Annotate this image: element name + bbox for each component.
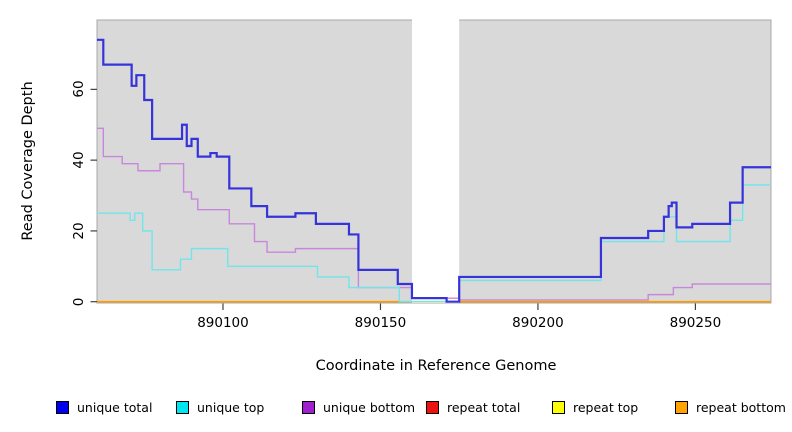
- legend-item-unique-bottom: unique bottom: [302, 398, 415, 416]
- y-tick-label: 60: [71, 80, 87, 98]
- legend-swatch: [302, 400, 315, 414]
- x-axis-title: Coordinate in Reference Genome: [315, 358, 557, 374]
- legend-label: unique total: [77, 399, 153, 415]
- legend-item-repeat-total: repeat total: [426, 398, 520, 416]
- legend-item-unique-top: unique top: [176, 398, 264, 416]
- y-tick-label: 0: [71, 297, 87, 306]
- legend-item-repeat-bottom: repeat bottom: [675, 398, 786, 416]
- x-tick-label: 890150: [354, 315, 407, 331]
- y-tick-label: 20: [71, 222, 87, 240]
- legend-swatch: [552, 400, 565, 414]
- legend-label: repeat top: [573, 399, 639, 415]
- legend-swatch: [56, 400, 69, 414]
- legend-label: unique bottom: [323, 399, 416, 415]
- legend-label: repeat total: [447, 399, 521, 415]
- legend-item-unique-total: unique total: [56, 398, 152, 416]
- legend-item-repeat-top: repeat top: [552, 398, 638, 416]
- legend: unique total unique top unique bottom re…: [0, 395, 792, 421]
- x-tick-label: 890200: [512, 315, 564, 331]
- y-tick-label: 40: [71, 151, 87, 169]
- x-tick-label: 890250: [669, 315, 722, 331]
- legend-label: unique top: [197, 399, 265, 415]
- legend-swatch: [426, 400, 439, 414]
- legend-swatch: [675, 400, 688, 414]
- y-axis-title: Read Coverage Depth: [20, 81, 36, 241]
- x-tick-label: 890100: [197, 315, 249, 331]
- legend-label: repeat bottom: [696, 399, 786, 415]
- legend-swatch: [176, 400, 189, 414]
